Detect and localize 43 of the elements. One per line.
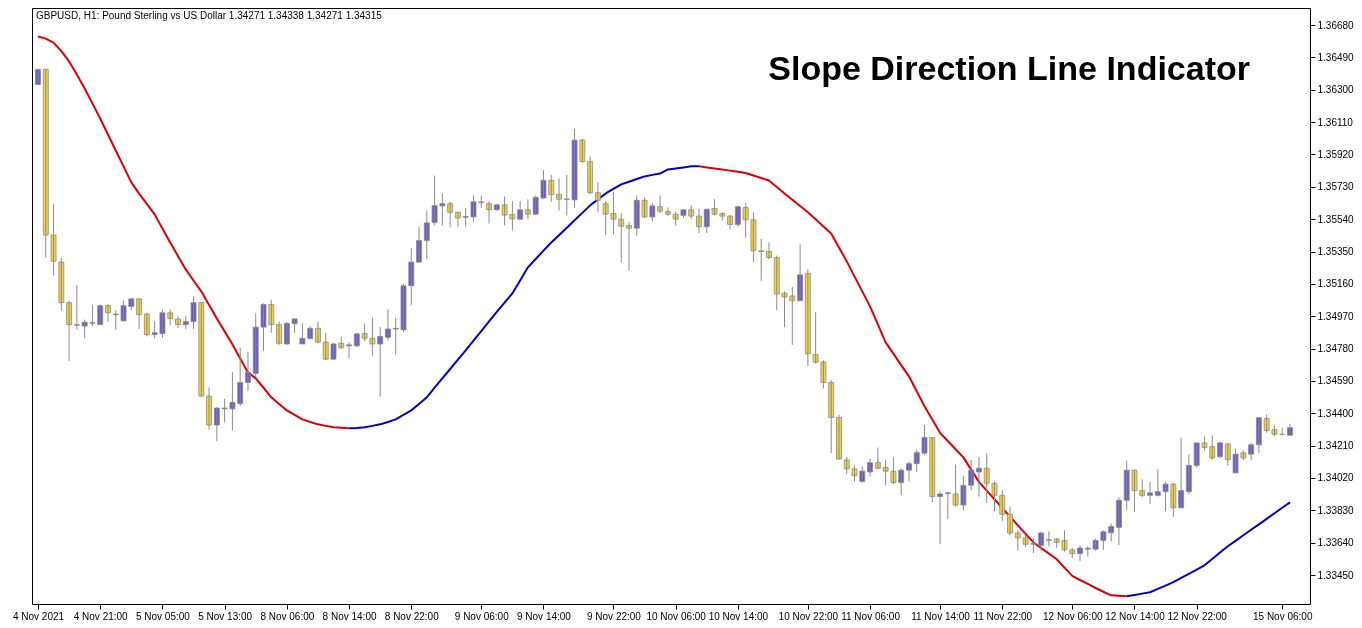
candlestick xyxy=(1046,530,1052,548)
y-tick-label: 1.36680 xyxy=(1317,19,1355,31)
y-tick-label: 1.34590 xyxy=(1317,375,1355,387)
x-tick-label: 9 Nov 22:00 xyxy=(586,610,642,622)
x-tick-label: 9 Nov 06:00 xyxy=(454,610,510,622)
x-tick-label: 12 Nov 14:00 xyxy=(1105,610,1166,622)
x-tick-label: 8 Nov 22:00 xyxy=(384,610,440,622)
x-tick-label: 10 Nov 22:00 xyxy=(778,610,839,622)
x-tick-label: 5 Nov 13:00 xyxy=(198,610,253,622)
y-tick-label: 1.33830 xyxy=(1317,504,1355,516)
x-tick-label: 4 Nov 21:00 xyxy=(73,610,129,622)
x-tick-label: 12 Nov 06:00 xyxy=(1043,610,1103,622)
x-tick-label: 10 Nov 14:00 xyxy=(708,610,769,622)
y-tick-label: 1.35730 xyxy=(1317,181,1355,193)
y-tick-label: 1.36110 xyxy=(1317,116,1354,128)
y-tick-label: 1.34780 xyxy=(1317,343,1355,355)
x-tick-label: 9 Nov 14:00 xyxy=(517,610,572,622)
x-tick-label: 4 Nov 2021 xyxy=(12,610,65,622)
x-tick-label: 11 Nov 06:00 xyxy=(841,610,901,622)
y-tick-label: 1.34020 xyxy=(1317,472,1355,484)
y-tick-label: 1.35160 xyxy=(1317,278,1355,290)
x-tick-label: 8 Nov 14:00 xyxy=(322,610,377,622)
chart-subtitle: GBPUSD, H1: Pound Sterling vs US Dollar 1.34271 1.34338 1.34271 1.34315 xyxy=(36,10,383,21)
x-tick-label: 15 Nov 06:00 xyxy=(1252,610,1313,622)
y-tick-label: 1.34400 xyxy=(1317,407,1355,419)
x-tick-label: 8 Nov 06:00 xyxy=(260,610,315,622)
y-tick-label: 1.36300 xyxy=(1317,84,1355,96)
y-tick-label: 1.36490 xyxy=(1317,51,1355,63)
x-tick-label: 12 Nov 22:00 xyxy=(1167,610,1228,622)
y-tick-label: 1.34970 xyxy=(1317,310,1355,322)
text: Slope Direction Line Indicator xyxy=(768,49,1250,87)
y-tick-label: 1.35540 xyxy=(1317,213,1355,225)
x-tick-label: 5 Nov 05:00 xyxy=(135,610,191,622)
y-tick-label: 1.34210 xyxy=(1317,440,1355,452)
y-tick-label: 1.33450 xyxy=(1317,569,1355,581)
y-tick-label: 1.35350 xyxy=(1317,246,1355,258)
x-tick-label: 10 Nov 06:00 xyxy=(646,610,707,622)
x-tick-label: 11 Nov 22:00 xyxy=(973,610,1033,622)
candlestick xyxy=(73,284,80,331)
x-tick-label: 11 Nov 14:00 xyxy=(911,610,971,622)
y-tick-label: 1.33640 xyxy=(1317,537,1355,549)
y-tick-label: 1.35920 xyxy=(1317,148,1355,160)
candlestick xyxy=(35,68,41,85)
